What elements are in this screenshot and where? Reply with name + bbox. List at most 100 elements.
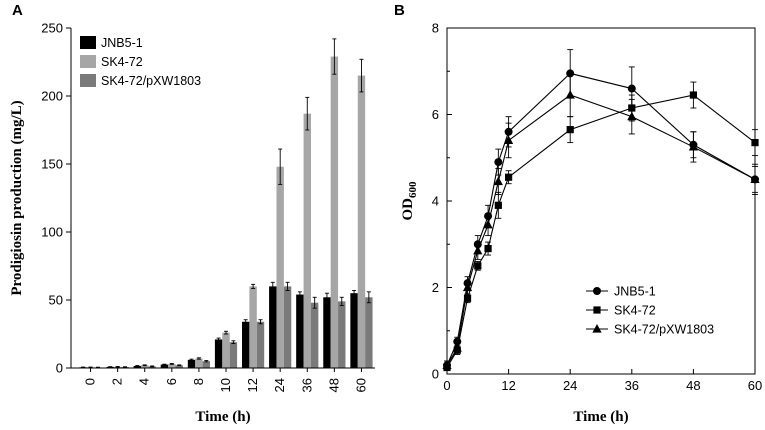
bar: [357, 75, 366, 368]
panel-a-x-tick-label: 6: [164, 378, 179, 385]
bar: [202, 361, 211, 368]
panel-b-label: B: [394, 2, 405, 19]
bar: [222, 332, 230, 368]
panel-a-bars: [79, 38, 373, 369]
bar: [141, 365, 149, 368]
panel-b-y-axis-title: OD600: [400, 181, 419, 221]
bar: [365, 297, 373, 368]
bar: [283, 286, 292, 368]
panel-b-x-axis-title: Time (h): [573, 409, 628, 425]
panel-a-y-tick-label: 250: [41, 21, 63, 36]
panel-a-label: A: [12, 2, 23, 19]
panel-b-legend: JNB5-1 SK4-72 SK4-72/pXW1803: [586, 285, 714, 337]
bar: [160, 364, 169, 368]
panel-b-x-tick-label: 60: [748, 378, 762, 393]
panel-a-x-tick-label: 12: [245, 378, 260, 392]
square-marker: [505, 173, 513, 181]
square-marker: [494, 201, 502, 209]
bar: [175, 365, 183, 368]
bar: [296, 294, 304, 368]
panel-a-x-tick-label: 36: [299, 378, 314, 392]
series-line-group: [442, 72, 760, 371]
bar: [276, 166, 284, 368]
panel-a-x-tick-label: 4: [137, 378, 152, 385]
bar: [214, 339, 223, 368]
legend-label: SK4-72: [614, 304, 656, 318]
legend-label: JNB5-1: [101, 36, 143, 50]
triangle-marker: [452, 343, 462, 352]
triangle-marker: [442, 360, 452, 369]
triangle-marker: [473, 245, 483, 255]
panel-b-y-tick-label: 0: [432, 367, 439, 382]
panel-b-y-tick-label: 8: [432, 21, 439, 36]
triangle-marker: [504, 135, 514, 145]
legend-swatch: [80, 55, 96, 68]
bar: [241, 321, 250, 368]
triangle-marker: [688, 141, 698, 151]
panel-a-y-tick-label: 0: [56, 361, 63, 376]
bar: [195, 358, 203, 368]
square-marker: [593, 306, 601, 314]
od-subscript: 600: [407, 181, 419, 198]
od-label: OD: [400, 198, 416, 221]
triangle-marker: [493, 176, 503, 186]
panel-a-y-tick-label: 100: [41, 225, 63, 240]
square-marker: [463, 294, 472, 302]
square-marker: [474, 262, 482, 270]
panel-a-x-axis-title: Time (h): [195, 409, 250, 425]
triangle-marker: [462, 282, 473, 292]
triangle-marker: [627, 111, 637, 121]
panel-a-x-tick-label: 24: [272, 378, 287, 392]
panel-a-legend: JNB5-1 SK4-72 SK4-72/pXW1803: [80, 36, 201, 88]
square-marker: [484, 244, 492, 253]
circle-marker: [593, 287, 601, 295]
panel-a-x-tick-label: 0: [83, 378, 98, 385]
bar: [269, 286, 277, 368]
bar: [350, 293, 358, 368]
bar: [187, 359, 196, 368]
bar: [310, 302, 319, 368]
bar: [256, 321, 265, 368]
triangle-marker: [565, 90, 575, 99]
triangle-marker: [750, 174, 760, 183]
bar: [330, 56, 339, 369]
panel-a-y-tick-label: 150: [41, 157, 63, 172]
square-marker: [689, 91, 697, 99]
panel-a-y-tick-label: 200: [41, 89, 63, 104]
bar: [249, 286, 257, 368]
panel-b-x-tick-label: 0: [443, 378, 450, 393]
bar: [133, 365, 142, 368]
legend-label: SK4-72/pXW1803: [101, 74, 201, 88]
panel-b-x-tick-label: 36: [625, 378, 639, 393]
square-marker: [751, 139, 759, 147]
panel-a-y-axis-title: Prodigiosin production (mg/L): [9, 100, 25, 295]
circle-marker: [627, 84, 636, 93]
bar: [303, 113, 311, 369]
panel-b-y-tick-label: 6: [432, 107, 439, 122]
panel-a-x-tick-label: 60: [353, 378, 368, 392]
panel-a-x-tick-label: 10: [218, 378, 233, 392]
panel-b-y-tick-label: 4: [432, 194, 439, 209]
legend-swatch: [80, 36, 96, 49]
legend-label: SK4-72: [101, 55, 143, 69]
panel-b-x-tick-label: 48: [686, 378, 700, 393]
panel-a-x-tick-label: 2: [110, 378, 125, 385]
triangle-marker: [483, 219, 493, 229]
panel-b-series: [442, 49, 760, 372]
bar: [338, 301, 346, 368]
panel-b-x-tick-label: 12: [501, 378, 515, 393]
bar: [323, 297, 331, 368]
panel-a-x-tick-label: 48: [326, 378, 341, 392]
legend-label: JNB5-1: [614, 285, 656, 299]
legend-swatch: [80, 74, 96, 87]
panel-b-x-tick-label: 24: [563, 378, 577, 393]
panel-a-x-tick-label: 8: [191, 378, 206, 385]
square-marker: [566, 126, 574, 134]
panel-a-y-tick-label: 50: [49, 293, 63, 308]
bar: [168, 363, 176, 368]
bar: [229, 342, 238, 368]
